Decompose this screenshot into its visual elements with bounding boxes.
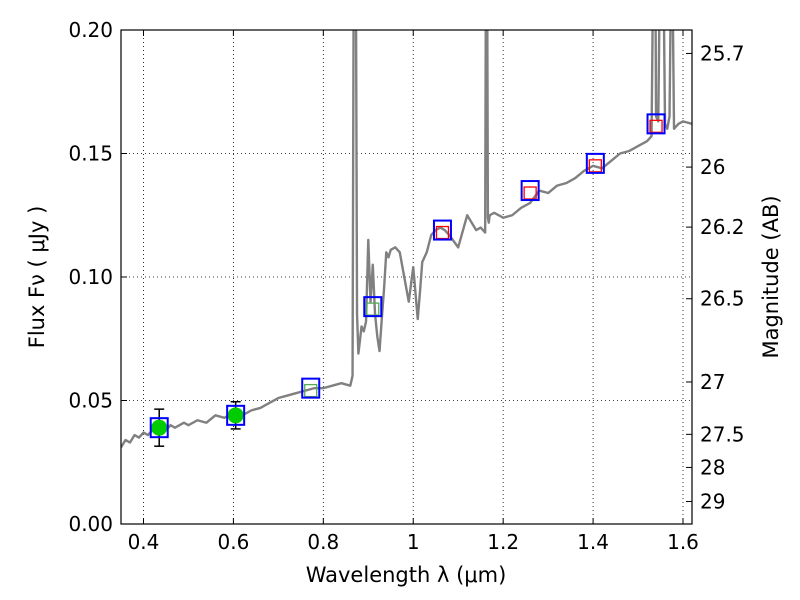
y-tick-label: 0.00 <box>68 512 113 536</box>
right-tick-label: 25.7 <box>700 41 745 65</box>
y-tick-label: 0.15 <box>68 142 113 166</box>
x-tick-label: 1.4 <box>577 530 609 554</box>
right-tick-label: 27 <box>700 370 725 394</box>
y-tick-label: 0.10 <box>68 265 113 289</box>
detection-point <box>227 407 244 424</box>
model-square <box>301 377 321 399</box>
right-tick-label: 27.5 <box>700 422 745 446</box>
model-square <box>585 152 605 174</box>
right-tick-label: 26.5 <box>700 287 745 311</box>
detection-point <box>151 419 168 436</box>
model-square <box>646 113 666 135</box>
observed-square <box>649 119 663 133</box>
plot-area <box>121 30 692 449</box>
right-tick-label: 29 <box>700 490 725 514</box>
x-tick-label: 0.8 <box>307 530 339 554</box>
model-square <box>363 296 383 318</box>
right-tick-label: 28 <box>700 455 725 479</box>
model-square <box>149 417 169 439</box>
observed-square <box>366 302 380 316</box>
observed-square <box>304 383 318 398</box>
right-tick-label: 26.2 <box>700 215 745 239</box>
x-tick-label: 1.2 <box>487 530 519 554</box>
model-square <box>432 219 452 241</box>
x-tick-label: 0.4 <box>128 530 160 554</box>
spectrum-line <box>121 30 692 449</box>
model-square <box>226 404 246 426</box>
y-tick-label: 0.05 <box>68 389 113 413</box>
x-axis-label: Wavelength λ (μm) <box>306 563 507 587</box>
model-square <box>520 180 540 202</box>
observed-square <box>588 159 602 173</box>
plot-background <box>121 30 692 524</box>
y-axis-label: Flux Fν ( μJy ) <box>25 206 49 349</box>
y-tick-label: 0.20 <box>68 18 113 42</box>
right-tick-label: 26 <box>700 155 725 179</box>
axis-ticks: 0.4 0.6 0.8 1 1.2 1.4 1.6 0.00 0.05 0.10 0.15 0.20 2… <box>68 18 744 554</box>
x-tick-label: 0.6 <box>217 530 249 554</box>
observed-square <box>523 186 537 200</box>
x-tick-label: 1.6 <box>667 530 699 554</box>
observed-square <box>435 225 450 240</box>
right-axis-label: Magnitude (AB) <box>759 195 783 358</box>
x-tick-label: 1 <box>407 530 420 554</box>
